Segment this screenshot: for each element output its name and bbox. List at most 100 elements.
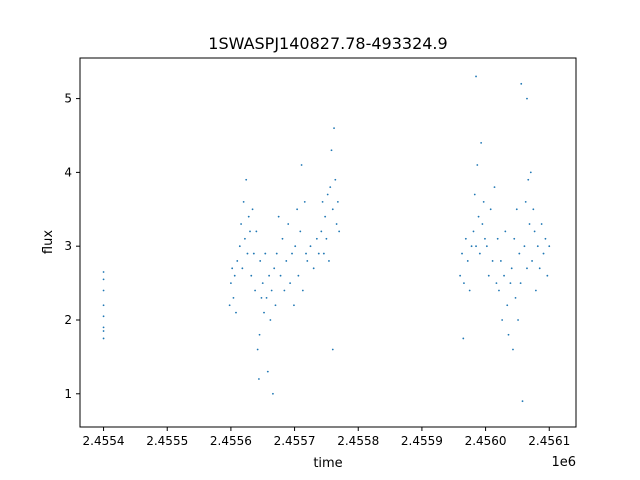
data-point — [102, 278, 105, 281]
data-point — [250, 274, 253, 277]
data-point — [548, 245, 551, 248]
data-point — [265, 296, 268, 299]
data-point — [338, 230, 341, 233]
data-point — [478, 252, 481, 255]
data-points — [102, 75, 551, 403]
data-point — [470, 245, 473, 248]
data-point — [507, 333, 510, 336]
data-point — [279, 274, 282, 277]
data-point — [329, 186, 332, 189]
data-point — [330, 149, 333, 152]
data-point — [518, 252, 521, 255]
data-point — [274, 304, 277, 307]
y-tick-label: 3 — [64, 239, 72, 253]
x-tick-label: 2.4558 — [337, 434, 379, 448]
data-point — [517, 319, 519, 321]
data-point — [504, 230, 507, 233]
data-point — [324, 215, 327, 218]
data-point — [336, 201, 339, 203]
data-point — [102, 330, 105, 332]
data-point — [461, 252, 463, 255]
data-point — [544, 237, 547, 240]
data-point — [277, 215, 280, 218]
data-point — [301, 289, 304, 292]
data-point — [526, 97, 528, 100]
data-point — [538, 267, 541, 270]
x-offset-label: 1e6 — [551, 455, 576, 470]
data-point — [322, 252, 325, 255]
data-point — [291, 252, 293, 255]
data-point — [235, 311, 237, 314]
data-point — [273, 267, 276, 270]
data-point — [473, 193, 476, 196]
data-point — [102, 337, 105, 340]
data-point — [285, 260, 288, 262]
data-point — [515, 208, 518, 211]
data-point — [331, 348, 334, 351]
data-point — [294, 245, 297, 248]
data-point — [247, 215, 250, 218]
data-point — [296, 208, 299, 211]
x-axis: 2.4554 2.4555 2.4556 2.4557 2.4558 2.4559 2.45… — [83, 427, 570, 448]
data-point — [521, 400, 524, 403]
data-point — [480, 141, 483, 144]
data-point — [303, 201, 306, 203]
data-point — [509, 282, 512, 284]
data-point — [317, 252, 320, 255]
data-point — [270, 289, 273, 292]
data-point — [463, 282, 465, 284]
data-point — [523, 245, 526, 248]
data-point — [297, 274, 300, 277]
data-point — [510, 267, 513, 270]
x-tick-label: 2.4561 — [528, 434, 570, 448]
y-tick-label: 4 — [64, 165, 72, 179]
data-point — [528, 223, 531, 225]
data-point — [246, 252, 249, 255]
data-point — [464, 237, 467, 240]
data-point — [236, 260, 239, 262]
data-point — [228, 304, 231, 307]
data-point — [102, 304, 105, 307]
data-point — [252, 252, 255, 255]
data-point — [468, 289, 471, 292]
data-point — [102, 326, 105, 329]
data-point — [289, 282, 292, 284]
data-point — [263, 311, 265, 314]
data-point — [481, 223, 484, 225]
data-point — [495, 282, 498, 284]
data-point — [293, 304, 295, 307]
data-point — [493, 186, 496, 189]
data-point — [498, 289, 500, 292]
data-point — [513, 237, 516, 240]
data-point — [241, 267, 244, 270]
data-point — [325, 237, 328, 240]
data-point — [300, 164, 303, 166]
data-point — [542, 252, 545, 255]
data-point — [266, 370, 269, 373]
data-point — [244, 237, 246, 240]
x-tick-label: 2.4554 — [83, 434, 125, 448]
data-point — [532, 208, 535, 211]
data-point — [312, 267, 315, 270]
data-point — [527, 178, 530, 181]
data-point — [475, 75, 477, 78]
data-point — [256, 348, 259, 351]
data-point — [533, 230, 536, 233]
data-point — [258, 333, 261, 336]
data-point — [259, 260, 262, 262]
data-point — [536, 245, 539, 248]
data-point — [540, 223, 543, 225]
data-point — [529, 171, 532, 174]
data-point — [320, 230, 323, 233]
data-point — [482, 201, 485, 203]
data-point — [287, 223, 290, 225]
chart-title: 1SWASPJ140827.78-493324.9 — [208, 34, 447, 53]
data-point — [249, 230, 251, 233]
data-point — [501, 319, 504, 321]
data-point — [475, 245, 477, 248]
data-point — [102, 315, 105, 318]
data-point — [503, 274, 505, 277]
data-point — [326, 193, 329, 196]
data-point — [321, 201, 324, 203]
